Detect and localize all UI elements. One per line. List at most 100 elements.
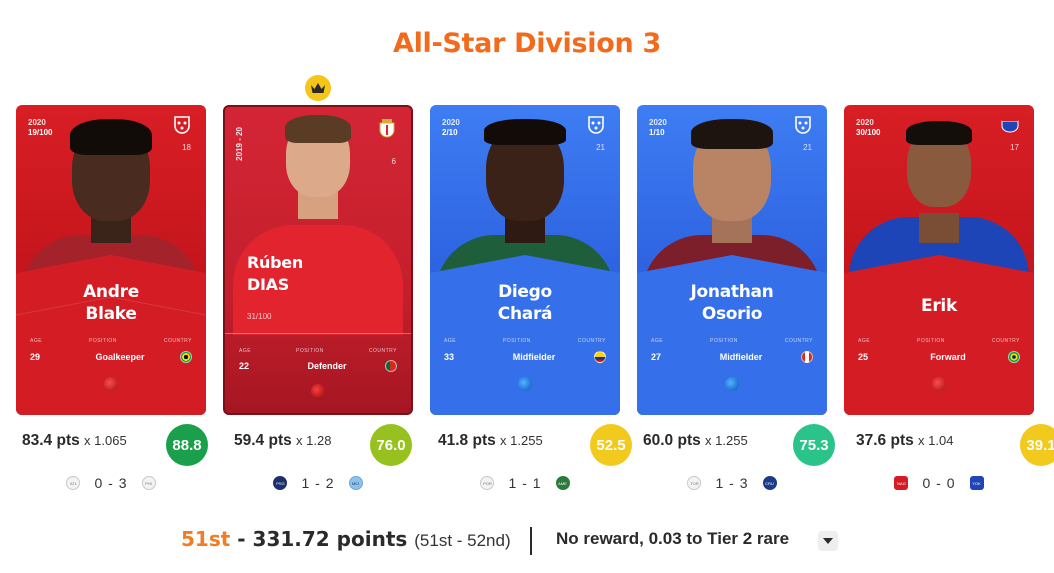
card-serial: 31/100 xyxy=(247,312,272,321)
rarity-icon xyxy=(311,384,325,398)
rank-range: (51st - 52nd) xyxy=(414,531,511,550)
card-year: 2020 xyxy=(442,118,460,127)
player-position: Midfielder xyxy=(512,352,556,362)
rarity-icon xyxy=(104,377,118,391)
stats-labels: AGE POSITION COUNTRY xyxy=(858,338,1020,344)
match-score: 0 - 0 xyxy=(922,475,956,491)
player-last-name: Erik xyxy=(921,296,957,316)
club-number: 21 xyxy=(596,143,605,152)
player-points: 41.8 pts xyxy=(438,432,496,449)
player-age: 27 xyxy=(651,352,662,362)
player-photo xyxy=(225,107,411,337)
match-result[interactable]: ATL 0 - 3 PHI xyxy=(16,474,206,492)
home-team-logo-icon: PSG xyxy=(273,476,288,490)
card-chevron-panel xyxy=(637,255,827,415)
home-team-logo-icon: NAG xyxy=(894,476,909,490)
home-team-logo-icon: ATL xyxy=(66,476,81,490)
points-multiplier: x 1.065 xyxy=(84,433,127,448)
stats-values: 25 Forward xyxy=(858,351,1020,363)
card-year: 2020 xyxy=(28,118,46,127)
club-badge-icon xyxy=(588,116,604,134)
card-points-row: 83.4 pts x 1.065 88.8 xyxy=(18,424,208,466)
rank-summary: 51st - 331.72 points (51st - 52nd) xyxy=(181,527,511,551)
player-last-name: DIAS xyxy=(247,275,289,294)
club-number: 17 xyxy=(1010,143,1019,152)
rarity-icon xyxy=(932,377,946,391)
player-card-jonathan-osorio[interactable]: 2020 1/10 21 Jonathan Osorio AGE POSITION… xyxy=(637,105,827,415)
club-badge-icon xyxy=(1001,118,1019,133)
player-photo xyxy=(16,105,206,280)
reward-dropdown-button[interactable] xyxy=(818,531,838,551)
club-badge-icon xyxy=(795,116,811,134)
player-first-name: Diego xyxy=(498,282,552,302)
card-year: 2020 xyxy=(649,118,667,127)
score-badge: 75.3 xyxy=(793,424,835,466)
stats-labels: AGE POSITION COUNTRY xyxy=(30,338,192,344)
player-position: Defender xyxy=(307,361,347,371)
player-first-name: Andre xyxy=(83,282,139,302)
match-result[interactable]: TOR 1 - 3 CRU xyxy=(637,474,827,492)
card-points-row: 59.4 pts x 1.28 76.0 xyxy=(230,424,420,466)
player-position: Midfielder xyxy=(719,352,763,362)
card-points-row: 41.8 pts x 1.255 52.5 xyxy=(434,424,632,466)
away-team-logo-icon: PHI xyxy=(141,476,156,490)
player-points: 59.4 pts xyxy=(234,432,292,449)
player-age: 29 xyxy=(30,352,41,362)
player-card-ruben-dias[interactable]: 2019 - 20 6 Rúben DIAS 31/100 AGE POSITIO… xyxy=(223,105,413,415)
player-card-andre-blake[interactable]: 2020 19/100 18 Andre Blake AGE POSITION CO… xyxy=(16,105,206,415)
leaderboard-summary: 51st - 331.72 points (51st - 52nd) No re… xyxy=(0,527,1054,557)
away-team-logo-icon: YOK xyxy=(969,476,984,490)
club-badge-icon xyxy=(379,119,395,138)
page-title: All-Star Division 3 xyxy=(392,28,661,59)
match-score: 1 - 3 xyxy=(715,475,749,491)
player-card-erik[interactable]: 2020 30/100 17 Erik AGE POSITION COUNTRY 2… xyxy=(844,105,1034,415)
card-points-row: 60.0 pts x 1.255 75.3 xyxy=(639,424,835,466)
points-multiplier: x 1.04 xyxy=(918,433,954,448)
match-result[interactable]: POR 1 - 1 AME xyxy=(430,474,620,492)
score-badge: 39.1 xyxy=(1020,424,1054,466)
rank-place: 51st xyxy=(181,527,231,551)
match-result[interactable]: PSG 1 - 2 MCI xyxy=(223,474,413,492)
club-badge-icon xyxy=(174,116,190,134)
stats-values: 27 Midfielder xyxy=(651,351,813,363)
total-points: - 331.72 points xyxy=(230,527,408,551)
player-last-name: Chará xyxy=(497,304,553,324)
match-score: 1 - 1 xyxy=(508,475,542,491)
club-number: 21 xyxy=(803,143,812,152)
player-first-name: Jonathan xyxy=(690,282,774,302)
stats-values: 33 Midfielder xyxy=(444,351,606,363)
stats-labels: AGE POSITION COUNTRY xyxy=(651,338,813,344)
card-chevron-panel xyxy=(844,255,1034,415)
player-age: 22 xyxy=(239,361,250,371)
score-badge: 52.5 xyxy=(590,424,632,466)
caret-down-icon xyxy=(823,538,833,544)
club-number: 6 xyxy=(391,157,396,166)
player-points: 37.6 pts xyxy=(856,432,914,449)
points-multiplier: x 1.255 xyxy=(705,433,748,448)
country-flag-icon xyxy=(594,351,606,363)
card-serial: 19/100 xyxy=(28,128,53,137)
player-position: Goalkeeper xyxy=(95,352,145,362)
stats-values: 29 Goalkeeper xyxy=(30,351,192,363)
away-team-logo-icon: CRU xyxy=(762,476,777,490)
match-result[interactable]: NAG 0 - 0 YOK xyxy=(844,474,1034,492)
home-team-logo-icon: TOR xyxy=(687,476,702,490)
stats-labels: AGE POSITION COUNTRY xyxy=(444,338,606,344)
away-team-logo-icon: MCI xyxy=(348,476,363,490)
points-multiplier: x 1.28 xyxy=(296,433,332,448)
card-serial: 2/10 xyxy=(442,128,458,137)
points-multiplier: x 1.255 xyxy=(500,433,543,448)
card-serial: 1/10 xyxy=(649,128,665,137)
player-points: 83.4 pts xyxy=(22,432,80,449)
stats-labels: AGE POSITION COUNTRY xyxy=(239,348,397,354)
card-chevron-panel xyxy=(430,255,620,415)
country-flag-icon xyxy=(180,351,192,363)
card-serial: 30/100 xyxy=(856,128,881,137)
score-badge: 76.0 xyxy=(370,424,412,466)
player-last-name: Osorio xyxy=(701,304,763,324)
divider xyxy=(530,527,532,555)
player-card-diego-chara[interactable]: 2020 2/10 21 Diego Chará AGE POSITION COUN… xyxy=(430,105,620,415)
player-last-name: Blake xyxy=(85,304,137,324)
player-points: 60.0 pts xyxy=(643,432,701,449)
rarity-icon xyxy=(518,377,532,391)
